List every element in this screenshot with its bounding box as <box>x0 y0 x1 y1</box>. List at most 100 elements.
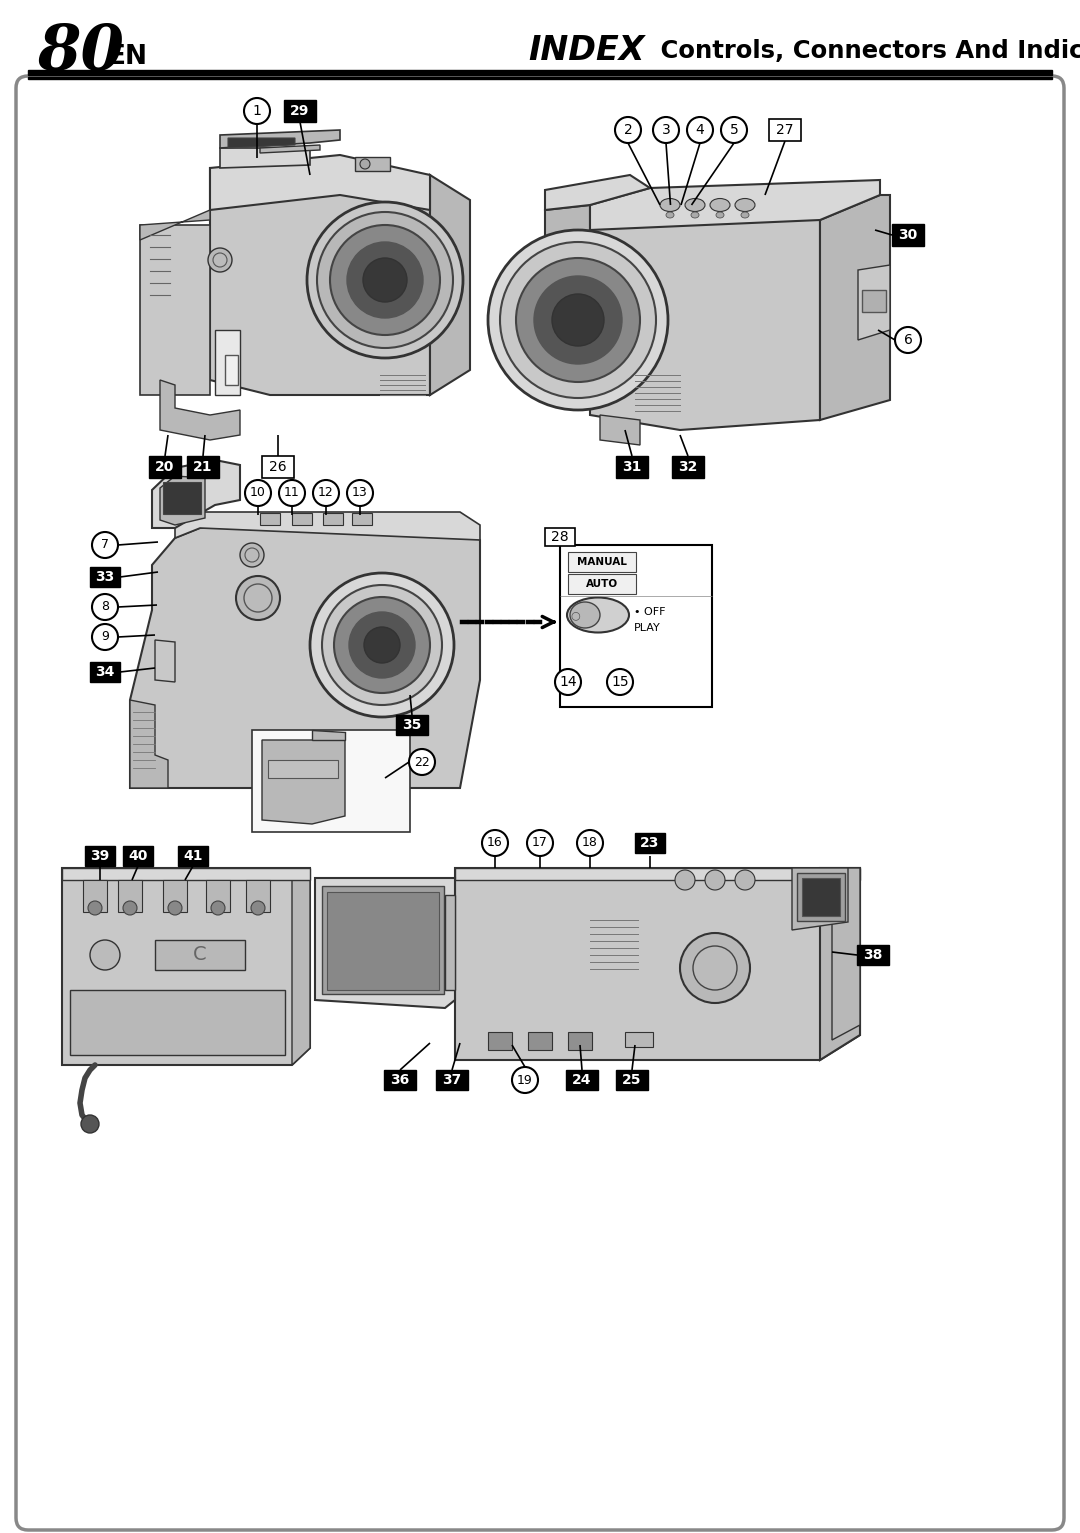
Bar <box>322 886 444 993</box>
Text: ○: ○ <box>570 610 580 619</box>
Text: 2: 2 <box>623 123 633 136</box>
Circle shape <box>721 117 747 143</box>
Polygon shape <box>262 740 345 825</box>
Polygon shape <box>312 730 345 740</box>
Bar <box>156 940 245 970</box>
Polygon shape <box>215 330 240 396</box>
Polygon shape <box>545 175 650 210</box>
Text: 22: 22 <box>414 756 430 768</box>
Circle shape <box>92 624 118 650</box>
Text: AUTO: AUTO <box>586 579 618 589</box>
Circle shape <box>307 202 463 359</box>
Text: C: C <box>193 946 206 964</box>
Polygon shape <box>62 868 310 1065</box>
Text: 35: 35 <box>403 717 421 731</box>
Polygon shape <box>590 205 820 429</box>
Circle shape <box>244 98 270 124</box>
Bar <box>488 1032 512 1050</box>
Text: 29: 29 <box>291 104 310 118</box>
Polygon shape <box>352 514 372 524</box>
Text: 37: 37 <box>443 1073 461 1087</box>
Polygon shape <box>160 380 240 440</box>
Circle shape <box>318 212 453 348</box>
Text: INDEX: INDEX <box>528 35 645 67</box>
Circle shape <box>363 258 407 302</box>
Polygon shape <box>455 868 860 1059</box>
Bar <box>769 120 801 141</box>
Ellipse shape <box>735 198 755 212</box>
Circle shape <box>313 480 339 506</box>
Text: 25: 25 <box>622 1073 642 1087</box>
Circle shape <box>334 596 430 693</box>
Text: EN: EN <box>108 44 148 71</box>
Text: 27: 27 <box>777 123 794 136</box>
Text: 40: 40 <box>129 849 148 863</box>
Polygon shape <box>70 990 285 1055</box>
Ellipse shape <box>691 212 699 218</box>
Text: 18: 18 <box>582 837 598 849</box>
Circle shape <box>615 117 642 143</box>
Bar <box>187 455 219 478</box>
Circle shape <box>512 1067 538 1093</box>
Polygon shape <box>820 195 890 420</box>
Text: 38: 38 <box>863 947 882 963</box>
Bar <box>206 880 230 912</box>
Polygon shape <box>832 868 860 1039</box>
Circle shape <box>347 480 373 506</box>
Circle shape <box>240 543 264 567</box>
Text: 21: 21 <box>193 460 213 474</box>
Circle shape <box>322 586 442 705</box>
Circle shape <box>482 829 508 855</box>
Bar <box>384 1070 416 1090</box>
Text: 11: 11 <box>284 486 300 500</box>
Polygon shape <box>152 460 240 527</box>
Bar <box>568 552 636 572</box>
Bar <box>327 892 438 990</box>
Circle shape <box>211 901 225 915</box>
Text: 23: 23 <box>640 835 660 849</box>
Circle shape <box>534 276 622 363</box>
Text: 24: 24 <box>572 1073 592 1087</box>
Bar <box>616 1070 648 1090</box>
Bar <box>83 880 107 912</box>
Text: 3: 3 <box>662 123 671 136</box>
Bar <box>862 290 886 313</box>
Polygon shape <box>455 868 860 880</box>
Text: 36: 36 <box>390 1073 409 1087</box>
Circle shape <box>680 934 750 1003</box>
Circle shape <box>687 117 713 143</box>
Bar <box>284 100 316 123</box>
Text: 33: 33 <box>95 570 114 584</box>
Bar <box>858 944 889 964</box>
Circle shape <box>488 230 669 409</box>
Circle shape <box>552 294 604 346</box>
Bar <box>178 846 208 866</box>
Text: 20: 20 <box>156 460 175 474</box>
Bar <box>90 662 120 682</box>
Circle shape <box>409 750 435 776</box>
Bar <box>118 880 141 912</box>
Ellipse shape <box>716 212 724 218</box>
Circle shape <box>251 901 265 915</box>
Bar <box>123 846 153 866</box>
Circle shape <box>244 584 272 612</box>
Polygon shape <box>260 514 280 524</box>
Bar <box>396 714 428 734</box>
Circle shape <box>516 258 640 382</box>
Polygon shape <box>430 175 470 396</box>
Circle shape <box>577 829 603 855</box>
Polygon shape <box>220 149 310 169</box>
Polygon shape <box>590 179 880 230</box>
Circle shape <box>735 871 755 891</box>
Text: 14: 14 <box>559 675 577 688</box>
Text: PLAY: PLAY <box>634 622 661 633</box>
Polygon shape <box>858 265 890 340</box>
Bar <box>568 1032 592 1050</box>
Text: 17: 17 <box>532 837 548 849</box>
Text: 10: 10 <box>251 486 266 500</box>
Circle shape <box>245 547 259 563</box>
Text: 34: 34 <box>95 665 114 679</box>
Text: 5: 5 <box>730 123 739 136</box>
Polygon shape <box>220 130 340 149</box>
Circle shape <box>607 668 633 694</box>
